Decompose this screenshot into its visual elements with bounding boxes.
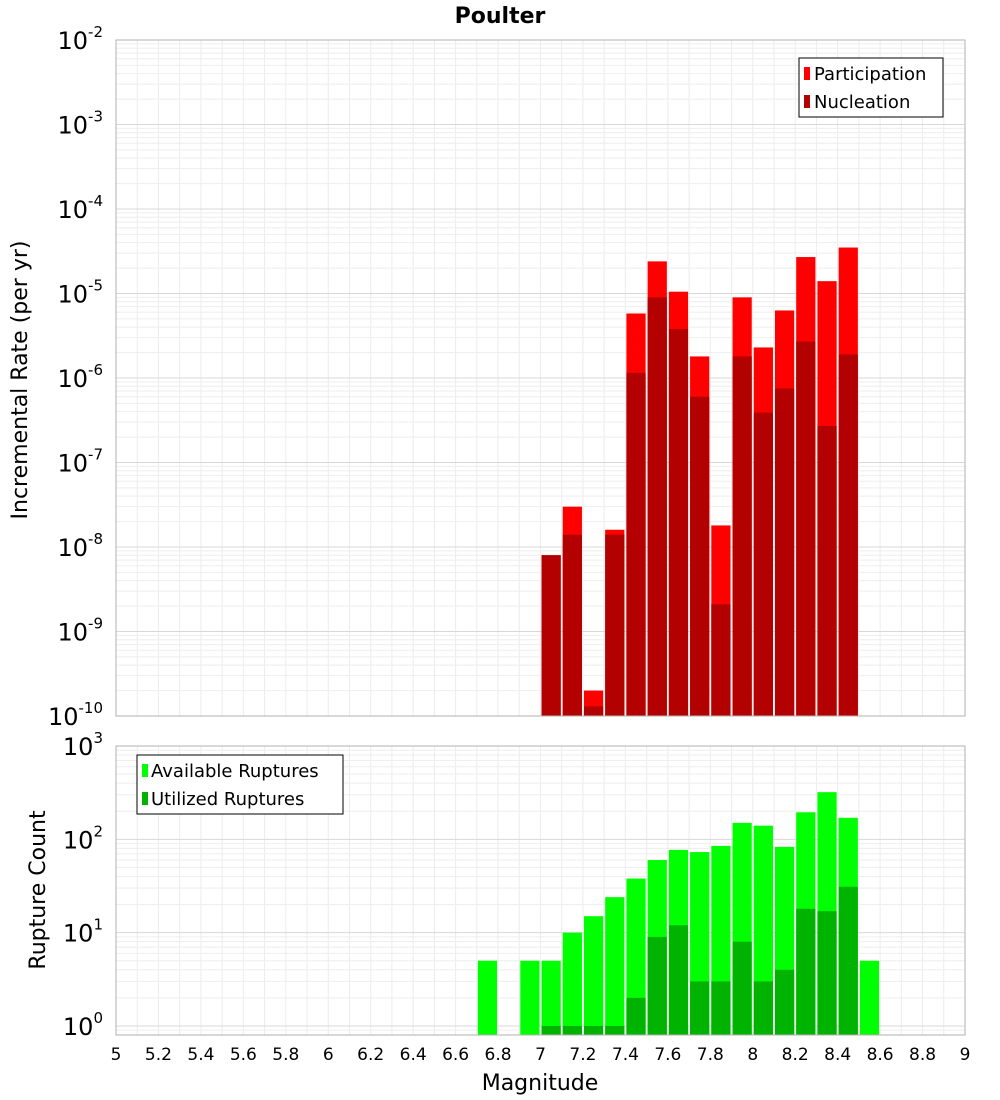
utilized-ruptures-bar <box>562 1025 582 1035</box>
x-tick-label: 7.6 <box>654 1045 681 1065</box>
utilized-ruptures-bar <box>838 886 858 1035</box>
chart-title: Poulter <box>455 4 546 29</box>
bottom-bars <box>477 792 880 1035</box>
y-tick-label: 10-5 <box>57 277 103 309</box>
available-ruptures-bar <box>605 897 625 1035</box>
x-tick-labels: 5 5.2 5.4 5.6 5.8 6 6.2 6.4 6.6 6.8 7 7.2 7.4 7.6 7.8 8… <box>111 1045 971 1065</box>
x-tick-label: 7.8 <box>697 1045 724 1065</box>
x-tick-label: 7.2 <box>569 1045 596 1065</box>
utilized-ruptures-bar <box>753 981 773 1035</box>
nucleation-bar <box>796 341 816 716</box>
available-ruptures-bar <box>541 960 561 1035</box>
available-ruptures-bar <box>626 878 646 1035</box>
y-tick-label: 102 <box>63 822 103 854</box>
utilized-ruptures-bar <box>668 925 689 1035</box>
available-ruptures-bar <box>520 960 540 1035</box>
y-tick-label: 10-3 <box>57 108 103 140</box>
available-ruptures-bar <box>859 960 880 1035</box>
y-tick-label: 101 <box>63 916 103 948</box>
nucleation-bar <box>817 426 837 716</box>
utilized-ruptures-bar <box>605 1025 625 1035</box>
x-tick-label: 5 <box>111 1045 122 1065</box>
legend-swatch-utilized <box>142 792 148 805</box>
legend-swatch-nucleation <box>804 95 810 108</box>
nucleation-bar <box>583 706 604 716</box>
x-axis-label: Magnitude <box>482 1071 599 1096</box>
legend-label-participation: Participation <box>814 64 926 85</box>
available-ruptures-bar <box>583 916 604 1035</box>
utilized-ruptures-bar <box>541 1025 561 1035</box>
nucleation-bar <box>647 297 667 716</box>
bottom-y-axis-label: Rupture Count <box>26 810 51 970</box>
x-tick-label: 8.8 <box>909 1045 936 1065</box>
x-tick-label: 7.4 <box>612 1045 639 1065</box>
nucleation-bar <box>541 555 561 716</box>
utilized-ruptures-bar <box>690 981 710 1035</box>
x-tick-label: 6.8 <box>485 1045 512 1065</box>
bottom-y-ticks: 100 101 102 103 <box>63 729 103 1041</box>
top-legend: Participation Nucleation <box>798 57 944 118</box>
utilized-ruptures-bar <box>647 936 667 1035</box>
nucleation-bar <box>732 356 752 716</box>
top-grid <box>115 39 966 717</box>
utilized-ruptures-bar <box>583 1025 604 1035</box>
top-panel: 10-10 10-9 10-8 10-7 10-6 10-5 10-4 10-3 10-2 In… <box>8 23 966 731</box>
utilized-ruptures-bar <box>626 997 646 1035</box>
utilized-ruptures-bar <box>774 969 795 1035</box>
top-bars <box>541 247 858 716</box>
top-plot-frame <box>115 39 966 717</box>
nucleation-bar <box>711 604 731 716</box>
utilized-ruptures-bar <box>711 981 731 1035</box>
utilized-ruptures-bar <box>732 941 752 1035</box>
legend-label-utilized: Utilized Ruptures <box>151 789 304 810</box>
x-tick-label: 6.6 <box>442 1045 469 1065</box>
x-tick-label: 6.4 <box>400 1045 427 1065</box>
x-tick-label: 8.4 <box>824 1045 851 1065</box>
available-ruptures-bar <box>477 960 498 1035</box>
available-ruptures-bar <box>562 932 582 1035</box>
bottom-plot-frame <box>115 745 966 1036</box>
bottom-panel: 100 101 102 103 5 5.2 5.4 5.6 5.8 6 6.2 6.4 6.6 6.8 7… <box>26 729 970 1096</box>
nucleation-bar <box>562 534 582 716</box>
utilized-ruptures-bar <box>817 911 837 1035</box>
x-tick-label: 5.8 <box>272 1045 299 1065</box>
y-tick-label: 10-7 <box>57 446 103 478</box>
legend-swatch-available <box>142 764 148 777</box>
x-tick-label: 8.2 <box>782 1045 809 1065</box>
top-y-ticks: 10-10 10-9 10-8 10-7 10-6 10-5 10-4 10-3 10-2 <box>48 23 103 731</box>
nucleation-bar <box>838 354 858 716</box>
y-tick-label: 10-6 <box>57 361 103 393</box>
x-tick-label: 5.2 <box>145 1045 172 1065</box>
x-tick-label: 8 <box>747 1045 758 1065</box>
legend-label-nucleation: Nucleation <box>814 92 910 113</box>
nucleation-bar <box>668 329 689 716</box>
nucleation-bar <box>690 396 710 716</box>
x-tick-label: 7 <box>535 1045 546 1065</box>
x-tick-label: 6.2 <box>357 1045 384 1065</box>
nucleation-bar <box>605 534 625 716</box>
y-tick-label: 10-4 <box>57 192 103 224</box>
x-tick-label: 6 <box>323 1045 334 1065</box>
y-tick-label: 10-9 <box>57 615 103 647</box>
nucleation-bar <box>626 372 646 716</box>
bottom-legend: Available Ruptures Utilized Ruptures <box>136 754 344 815</box>
utilized-ruptures-bar <box>796 908 816 1035</box>
x-tick-label: 5.4 <box>187 1045 214 1065</box>
bottom-legend-box <box>136 754 344 815</box>
legend-swatch-participation <box>804 67 810 80</box>
y-tick-label: 10-10 <box>48 699 103 731</box>
top-y-axis-label: Incremental Rate (per yr) <box>8 241 33 520</box>
x-tick-label: 9 <box>960 1045 971 1065</box>
y-tick-label: 100 <box>63 1009 103 1041</box>
y-tick-label: 10-2 <box>57 23 103 55</box>
x-tick-label: 5.6 <box>230 1045 257 1065</box>
top-legend-box <box>798 57 944 118</box>
x-tick-label: 8.6 <box>867 1045 894 1065</box>
y-tick-label: 103 <box>63 729 103 761</box>
nucleation-bar <box>774 388 795 716</box>
nucleation-bar <box>753 412 773 716</box>
legend-label-available: Available Ruptures <box>151 761 319 782</box>
y-tick-label: 10-8 <box>57 530 103 562</box>
